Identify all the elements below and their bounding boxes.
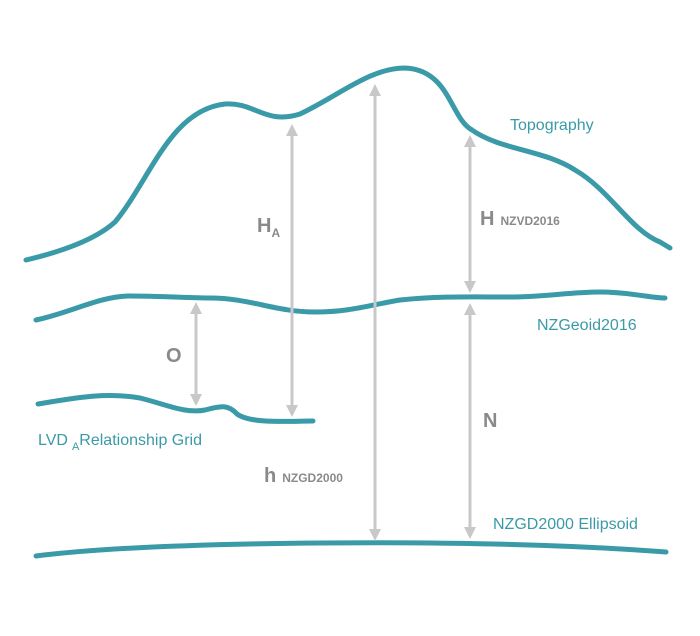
geoid-label: NZGeoid2016 [537, 317, 637, 334]
h-ellipsoidal-subscript: NZGD2000 [282, 471, 343, 485]
ellipsoid-curve [33, 540, 669, 559]
n-label: N [483, 410, 497, 432]
n-measure-arrow [464, 303, 476, 539]
topography-curve [23, 65, 673, 263]
h-ellipsoidal-label: h NZGD2000 [264, 465, 343, 487]
h-ellipsoidal-symbol: h [264, 465, 276, 487]
h-nzvd-measure-arrow [464, 135, 476, 293]
ha-subscript: A [271, 226, 280, 240]
topography-label: Topography [510, 117, 594, 134]
lvd-grid-subscript: A [72, 441, 80, 453]
o-label: O [166, 345, 182, 367]
ellipsoid-label: NZGD2000 Ellipsoid [493, 516, 638, 533]
h-nzvd-subscript: NZVD2016 [500, 214, 560, 228]
ha-measure-arrow [286, 124, 298, 417]
o-measure-arrow [190, 302, 202, 406]
lvd-grid-prefix: LVD [38, 432, 68, 449]
ha-label: HA [257, 215, 280, 240]
ha-symbol: H [257, 215, 271, 237]
geoid-curve [33, 289, 668, 323]
lvd-grid-label: LVD ARelationship Grid [38, 432, 202, 453]
lvd-grid-curve [35, 393, 316, 424]
lvd-grid-suffix: Relationship Grid [79, 432, 202, 449]
h-ellipsoidal-measure-arrow [369, 84, 381, 541]
h-nzvd-symbol: H [480, 208, 494, 230]
h-nzvd-label: H NZVD2016 [480, 208, 560, 230]
